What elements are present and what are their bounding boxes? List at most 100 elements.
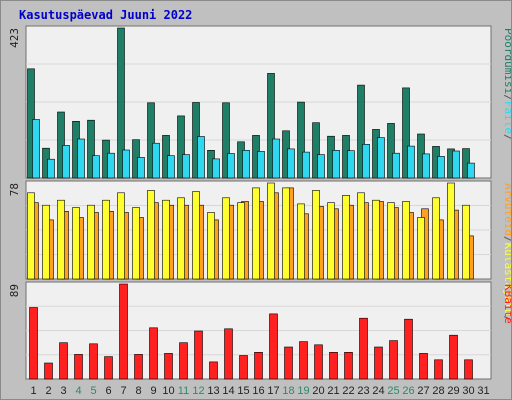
- legend-top: Pöördumisi/Faile/: [502, 28, 511, 141]
- bar-top-series-b: [272, 138, 280, 179]
- x-tick-label: 26: [402, 385, 414, 397]
- bar-bottom-series-a: [269, 313, 278, 380]
- x-tick-label: 23: [357, 385, 369, 397]
- bar-bottom-series-a: [419, 353, 428, 380]
- x-tick-label: 3: [60, 385, 66, 397]
- bar-middle-series-b: [267, 182, 275, 280]
- bar-middle-series-b: [42, 204, 50, 280]
- bar-top-series-b: [287, 148, 295, 179]
- legend-entry: /: [502, 315, 511, 322]
- bar-top-series-b: [377, 137, 385, 179]
- bar-top-series-b: [467, 162, 475, 179]
- bar-top-series-b: [167, 155, 175, 179]
- bar-bottom-series-a: [134, 354, 143, 380]
- bar-bottom-series-a: [284, 346, 293, 380]
- bar-top-series-b: [302, 151, 310, 179]
- bar-bottom-series-a: [374, 346, 383, 380]
- ymax-label-top: 423: [8, 28, 21, 48]
- bar-top-series-b: [347, 150, 355, 179]
- bar-top-series-b: [92, 155, 100, 179]
- bar-bottom-series-a: [449, 334, 458, 380]
- bar-bottom-series-a: [389, 340, 398, 380]
- bar-top-series-b: [197, 136, 205, 179]
- bar-bottom-series-a: [404, 318, 413, 380]
- bar-top-series-a: [57, 111, 65, 179]
- bar-middle-series-b: [327, 202, 335, 280]
- bar-bottom-series-a: [224, 328, 233, 380]
- x-tick-label: 19: [297, 385, 309, 397]
- x-tick-label: 30: [462, 385, 474, 397]
- bar-middle-series-b: [282, 187, 290, 280]
- bar-top-series-b: [107, 152, 115, 179]
- x-tick-label: 11: [178, 385, 189, 397]
- bar-middle-series-b: [402, 201, 410, 280]
- legend-entry: /: [502, 94, 511, 101]
- bar-middle-series-b: [162, 199, 170, 280]
- bar-bottom-series-a: [194, 330, 203, 380]
- bar-bottom-series-a: [209, 361, 218, 380]
- bar-top-series-a: [357, 84, 365, 179]
- bar-bottom-series-a: [329, 351, 338, 380]
- x-tick-label: 22: [342, 385, 354, 397]
- legend-entry: Faile: [502, 101, 511, 134]
- bar-middle-series-b: [357, 192, 365, 280]
- x-tick-label: 7: [120, 385, 126, 397]
- bar-bottom-series-a: [314, 344, 323, 380]
- legend-entry: KBaite: [502, 284, 511, 324]
- ymax-label-bottom: 89: [8, 284, 21, 297]
- bar-top-series-b: [32, 119, 40, 179]
- x-tick-label: 15: [237, 385, 249, 397]
- bar-top-series-b: [407, 145, 415, 179]
- bar-bottom-series-a: [44, 362, 53, 380]
- legend-entry: Pöördumisi: [502, 28, 511, 94]
- bar-top-series-a: [297, 101, 305, 179]
- x-tick-label: 5: [90, 385, 96, 397]
- chart-title: Kasutuspäevad Juuni 2022: [19, 8, 193, 22]
- x-tick-label: 27: [417, 385, 429, 397]
- bar-bottom-series-a: [59, 342, 68, 380]
- bar-top-series-a: [402, 87, 410, 179]
- bar-top-series-a: [177, 115, 185, 179]
- x-tick-label: 17: [267, 385, 279, 397]
- bar-top-series-a: [117, 27, 125, 179]
- bar-middle-series-b: [447, 182, 455, 280]
- bar-middle-series-b: [147, 190, 155, 280]
- x-tick-label: 25: [387, 385, 399, 397]
- bar-top-series-a: [222, 102, 230, 179]
- bar-top-series-b: [362, 144, 370, 179]
- bar-bottom-series-a: [239, 355, 248, 380]
- x-tick-label: 20: [312, 385, 324, 397]
- bar-middle-series-b: [207, 212, 215, 280]
- bar-middle-series-b: [87, 204, 95, 280]
- bar-middle-series-b: [72, 207, 80, 280]
- legend-bottom: KBaite: [502, 284, 511, 324]
- x-tick-label: 29: [447, 385, 459, 397]
- legend-entry: /: [502, 236, 511, 243]
- bar-top-series-b: [62, 145, 70, 179]
- bar-top-series-a: [147, 102, 155, 179]
- bar-middle-series-b: [237, 202, 245, 280]
- bar-bottom-series-a: [344, 351, 353, 380]
- bar-bottom-series-a: [299, 341, 308, 380]
- legend-entry: Külastajaid: [502, 243, 511, 316]
- bar-middle-series-b: [312, 190, 320, 280]
- bar-middle-series-b: [387, 202, 395, 280]
- x-tick-label: 21: [327, 385, 339, 397]
- bar-bottom-series-a: [119, 283, 128, 380]
- bar-top-series-a: [267, 73, 275, 179]
- x-tick-label: 31: [477, 385, 489, 397]
- bar-middle-series-b: [372, 199, 380, 280]
- x-tick-label: 6: [105, 385, 111, 397]
- bar-top-series-b: [392, 152, 400, 179]
- bar-bottom-series-a: [89, 343, 98, 380]
- x-tick-label: 24: [372, 385, 384, 397]
- bar-bottom-series-a: [29, 307, 38, 380]
- bar-middle-series-b: [192, 191, 200, 280]
- bar-middle-series-b: [462, 204, 470, 280]
- bar-top-series-a: [87, 119, 95, 179]
- bar-top-series-b: [152, 142, 160, 179]
- x-tick-label: 28: [432, 385, 444, 397]
- bar-middle-series-b: [417, 217, 425, 280]
- legend-entry: Arvuteid: [502, 183, 511, 236]
- bar-middle-series-b: [102, 199, 110, 280]
